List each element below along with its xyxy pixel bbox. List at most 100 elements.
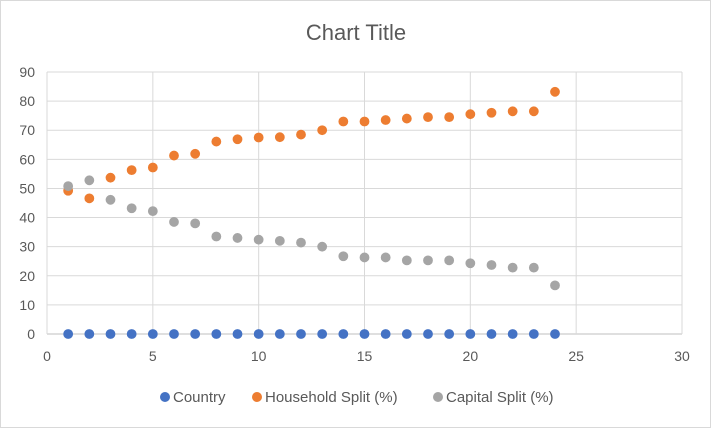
data-point: [274, 235, 285, 246]
y-tick-label: 90: [19, 64, 35, 80]
legend-marker: [160, 392, 170, 402]
series-1: [63, 86, 560, 204]
data-point: [359, 252, 370, 263]
data-point: [105, 194, 116, 205]
data-point: [274, 132, 285, 143]
data-point: [84, 175, 95, 186]
data-point: [359, 116, 370, 127]
data-point: [550, 329, 560, 339]
data-point: [296, 329, 306, 339]
series-2: [63, 175, 560, 291]
data-point: [444, 112, 455, 123]
data-point: [211, 136, 222, 147]
data-point: [211, 231, 222, 242]
data-point: [465, 109, 476, 120]
x-tick-label: 15: [357, 348, 373, 364]
data-point: [359, 329, 370, 339]
data-point: [401, 329, 412, 339]
data-point: [169, 217, 179, 227]
gridlines: [46, 71, 683, 335]
data-point: [317, 125, 328, 136]
data-point: [190, 218, 201, 229]
axis-tick-labels: 0 10 20 30 40 50 60 70 80 90 0 5 10 15 20 25 30: [19, 64, 690, 364]
y-tick-label: 60: [19, 151, 35, 167]
data-point: [401, 255, 412, 266]
data-point: [338, 116, 349, 127]
data-point: [63, 329, 74, 339]
x-tick-label: 25: [568, 348, 584, 364]
data-point: [296, 129, 306, 140]
data-point: [147, 206, 158, 217]
data-point: [317, 241, 328, 252]
data-point: [528, 106, 539, 117]
data-point: [126, 329, 137, 339]
data-point: [232, 329, 243, 339]
data-point: [550, 280, 560, 291]
data-point: [169, 329, 179, 339]
x-tick-label: 30: [674, 348, 690, 364]
y-tick-label: 0: [27, 326, 35, 342]
data-point: [423, 329, 433, 339]
data-point: [126, 165, 137, 176]
legend-label: Capital Split (%): [446, 389, 554, 406]
data-point: [147, 162, 158, 173]
legend-label: Country: [173, 389, 226, 406]
data-point: [211, 329, 222, 339]
data-point: [63, 181, 74, 192]
legend-marker: [252, 392, 262, 402]
legend: Country Household Split (%) Capital Split …: [160, 389, 554, 406]
data-point: [444, 255, 455, 266]
data-point: [253, 234, 264, 245]
data-point: [550, 86, 560, 97]
data-point: [317, 329, 328, 339]
data-point: [169, 150, 179, 161]
y-tick-label: 50: [19, 180, 35, 196]
data-point: [190, 329, 201, 339]
data-point: [190, 148, 201, 159]
data-point: [338, 329, 349, 339]
data-point: [126, 203, 137, 214]
data-point: [105, 329, 116, 339]
data-point: [486, 329, 497, 339]
data-point: [380, 252, 391, 263]
data-point: [147, 329, 158, 339]
data-point: [274, 329, 285, 339]
x-tick-label: 5: [149, 348, 157, 364]
data-point: [423, 255, 433, 266]
y-tick-label: 20: [19, 268, 35, 284]
data-point: [486, 107, 497, 118]
data-point: [232, 233, 243, 243]
data-point: [253, 132, 264, 143]
y-tick-label: 40: [19, 210, 35, 226]
data-point: [84, 329, 95, 339]
data-point: [507, 106, 518, 117]
y-tick-label: 30: [19, 239, 35, 255]
y-tick-label: 80: [19, 93, 35, 109]
data-point: [84, 193, 95, 204]
data-point: [528, 262, 539, 273]
data-point: [507, 262, 518, 273]
data-point: [401, 113, 412, 124]
y-tick-label: 70: [19, 122, 35, 138]
data-point: [507, 329, 518, 339]
data-point: [444, 329, 455, 339]
data-point: [423, 112, 433, 123]
data-point: [465, 329, 476, 339]
data-point: [338, 251, 349, 262]
series-0: [63, 329, 560, 339]
x-tick-label: 10: [251, 348, 267, 364]
data-point: [232, 134, 243, 145]
x-tick-label: 20: [463, 348, 479, 364]
legend-label: Household Split (%): [265, 389, 398, 406]
data-point: [465, 258, 476, 269]
legend-marker: [433, 392, 443, 402]
data-point: [296, 237, 306, 248]
data-point: [380, 115, 391, 125]
chart-title: Chart Title: [306, 20, 406, 45]
data-point: [380, 329, 391, 339]
data-points: [63, 86, 560, 339]
x-tick-label: 0: [43, 348, 51, 364]
